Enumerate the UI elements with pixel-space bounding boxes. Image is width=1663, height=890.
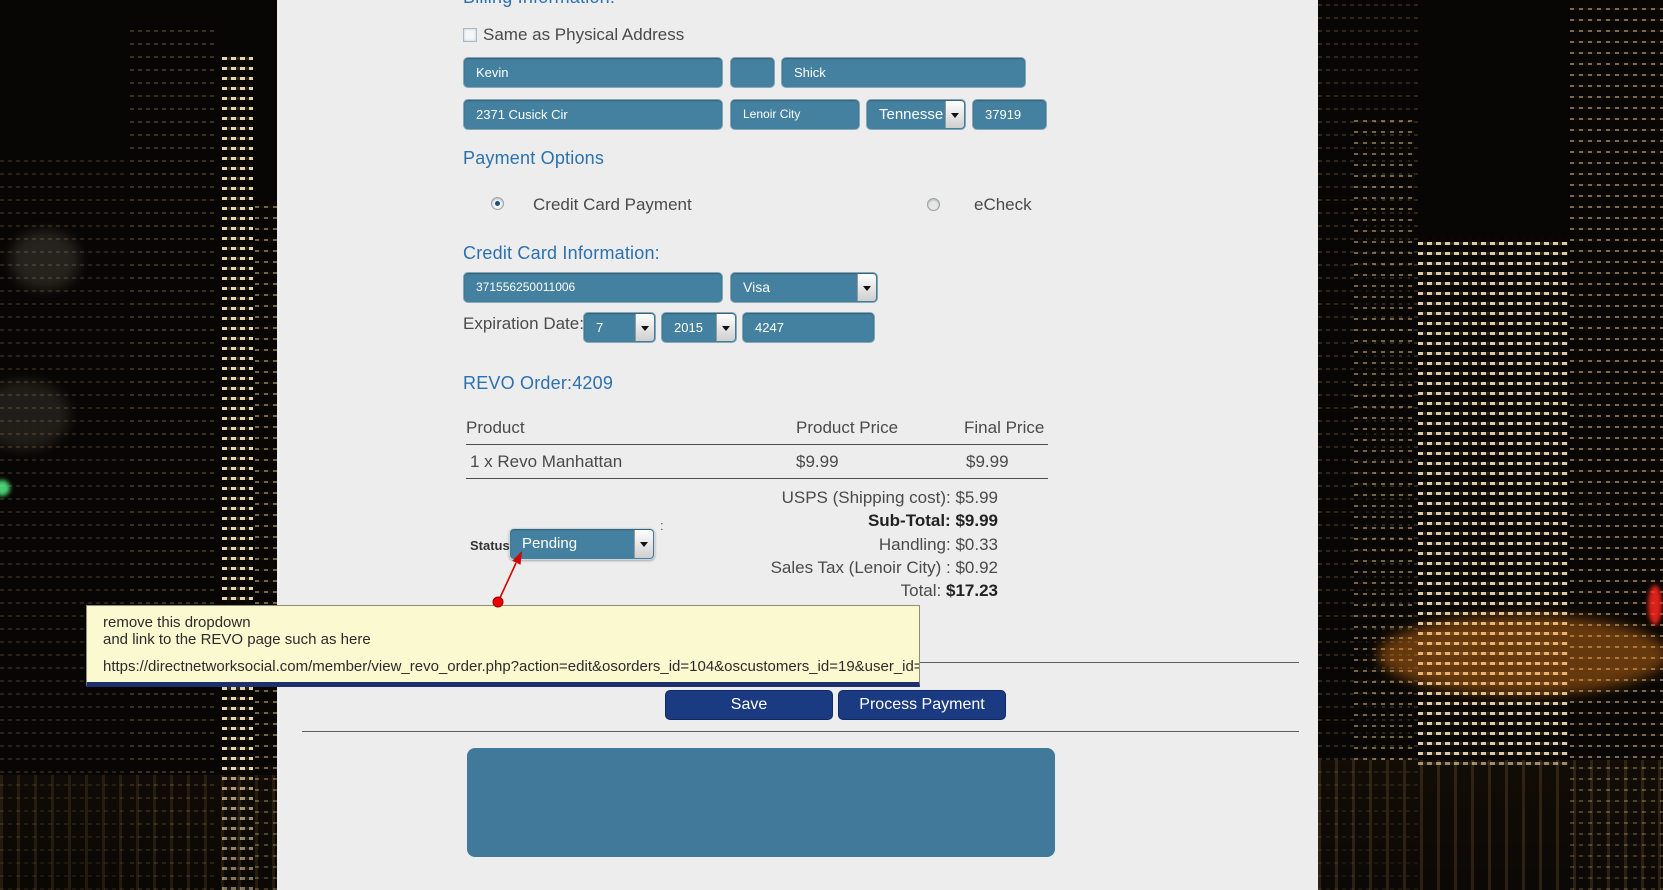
total-value: $0.92: [955, 558, 998, 577]
table-divider: [466, 444, 1048, 445]
exp-year-value: 2015: [674, 320, 703, 335]
dropdown-arrow-icon[interactable]: [857, 274, 876, 301]
first-name-field[interactable]: Kevin: [463, 57, 723, 88]
zip-field[interactable]: 37919: [972, 99, 1047, 130]
bottom-teal-box: [467, 748, 1055, 857]
annotation-arrow: [492, 551, 522, 608]
credit-card-radio-label: Credit Card Payment: [533, 195, 692, 214]
total-label: Handling:: [878, 535, 951, 554]
total-line-total: Total: $17.23: [901, 581, 998, 601]
revo-order-heading: REVO Order:4209: [463, 373, 614, 393]
status-label: Status: [470, 538, 510, 553]
total-label: USPS (Shipping cost):: [781, 488, 951, 507]
credit-card-radio[interactable]: [491, 197, 504, 210]
total-value: $0.33: [955, 535, 998, 554]
status-dropdown[interactable]: Pending: [509, 528, 655, 560]
exp-year-dropdown[interactable]: 2015: [661, 312, 737, 343]
cvv-field[interactable]: 4247: [742, 312, 875, 343]
annotation-line-1: remove this dropdown: [103, 614, 251, 631]
row-product: 1 x Revo Manhattan: [470, 452, 623, 471]
address-field[interactable]: 2371 Cusick Cir: [463, 99, 723, 130]
dropdown-arrow-icon[interactable]: [635, 314, 654, 341]
card-type-dropdown[interactable]: Visa: [730, 272, 878, 303]
main-panel: Billing Information: Same as Physical Ad…: [277, 0, 1318, 890]
col-header-final-price: Final Price: [964, 418, 1045, 437]
last-name-field[interactable]: Shick: [781, 57, 1026, 88]
dropdown-arrow-icon[interactable]: [945, 101, 964, 128]
echeck-radio-label: eCheck: [974, 195, 1032, 214]
row-final-price: $9.99: [966, 452, 1009, 471]
total-label: Sub-Total:: [867, 511, 951, 530]
card-number-field[interactable]: 371556250011006: [463, 272, 723, 303]
exp-month-dropdown[interactable]: 7: [583, 312, 656, 343]
total-line-salestax: Sales Tax (Lenoir City) : $0.92: [771, 558, 998, 578]
annotation-url: https://directnetworksocial.com/member/v…: [103, 658, 920, 675]
middle-name-field[interactable]: [730, 57, 775, 88]
dropdown-arrow-icon[interactable]: [634, 530, 653, 558]
card-type-value: Visa: [743, 279, 770, 295]
total-label: Total:: [900, 581, 942, 600]
row-product-price: $9.99: [796, 452, 839, 471]
total-line-shipping: USPS (Shipping cost): $5.99: [782, 488, 998, 508]
total-value: $5.99: [955, 488, 998, 507]
echeck-radio[interactable]: [927, 198, 940, 211]
total-label: Sales Tax (Lenoir City) :: [770, 558, 951, 577]
billing-information-heading: Billing Information:: [463, 0, 615, 8]
total-line-handling: Handling: $0.33: [879, 535, 998, 555]
payment-options-heading: Payment Options: [463, 148, 605, 168]
total-line-subtotal: Sub-Total: $9.99: [868, 511, 998, 531]
status-value: Pending: [522, 535, 578, 552]
col-header-product-price: Product Price: [796, 418, 899, 437]
expiration-date-label: Expiration Date:: [463, 314, 584, 333]
status-suffix: :: [660, 518, 664, 533]
city-field[interactable]: Lenoir City: [730, 99, 860, 130]
save-button[interactable]: Save: [665, 690, 833, 720]
annotation-line-2: and link to the REVO page such as here: [103, 631, 371, 648]
separator-line: [302, 731, 1299, 732]
total-value: $17.23: [946, 581, 998, 600]
exp-month-value: 7: [596, 320, 604, 335]
process-payment-button[interactable]: Process Payment: [838, 690, 1006, 720]
background-photo-left: [0, 0, 277, 890]
dropdown-arrow-icon[interactable]: [716, 314, 735, 341]
same-as-physical-label: Same as Physical Address: [483, 25, 685, 44]
credit-card-information-heading: Credit Card Information:: [463, 243, 660, 263]
background-photo-right: [1318, 0, 1663, 890]
annotation-note: remove this dropdown and link to the REV…: [86, 605, 920, 687]
col-header-product: Product: [466, 418, 525, 437]
total-value: $9.99: [955, 511, 998, 530]
state-value: Tennesse: [879, 106, 944, 123]
table-divider: [466, 478, 1048, 479]
state-dropdown[interactable]: Tennesse: [866, 99, 966, 130]
same-as-physical-checkbox[interactable]: [463, 28, 477, 42]
